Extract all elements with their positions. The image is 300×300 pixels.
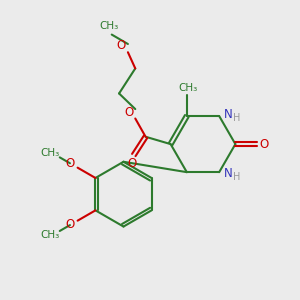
Text: CH₃: CH₃ bbox=[99, 21, 119, 31]
Text: N: N bbox=[224, 167, 233, 180]
Text: O: O bbox=[116, 39, 125, 52]
Text: H: H bbox=[232, 113, 240, 123]
Text: O: O bbox=[66, 218, 75, 231]
Text: O: O bbox=[259, 138, 268, 151]
Text: H: H bbox=[232, 172, 240, 182]
Text: N: N bbox=[224, 108, 233, 121]
Text: CH₃: CH₃ bbox=[40, 148, 60, 158]
Text: O: O bbox=[124, 106, 134, 118]
Text: O: O bbox=[66, 157, 75, 170]
Text: O: O bbox=[128, 157, 137, 170]
Text: CH₃: CH₃ bbox=[179, 83, 198, 93]
Text: CH₃: CH₃ bbox=[40, 230, 60, 240]
